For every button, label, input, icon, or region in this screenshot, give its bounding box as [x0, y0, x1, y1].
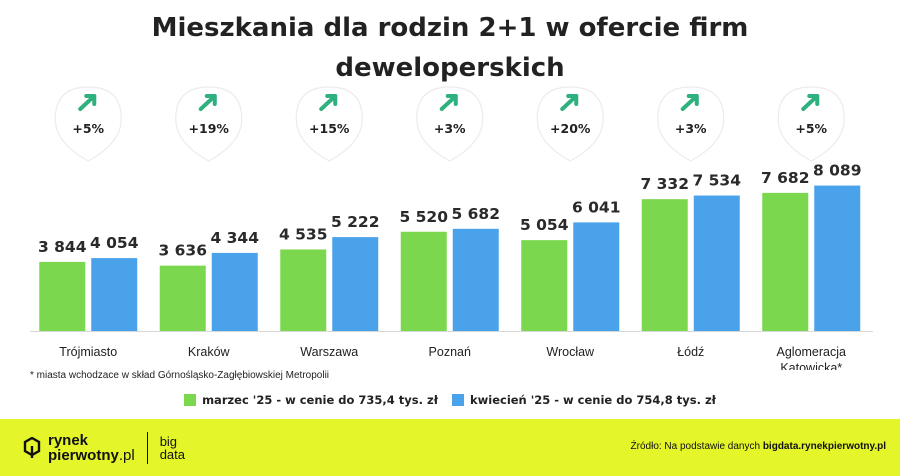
change-label-2: +15% — [309, 121, 350, 136]
bar-april-0 — [91, 258, 138, 331]
category-label-line: Łódź — [677, 345, 704, 359]
bar-april-4 — [573, 222, 620, 331]
arrow-up-right-icon — [198, 94, 217, 111]
category-label-line: Aglomeracja — [777, 345, 847, 359]
change-badge-5 — [657, 86, 725, 162]
change-label-5: +3% — [675, 121, 707, 136]
category-label-2: Warszawa — [300, 345, 358, 359]
category-label-line: Wrocław — [546, 345, 595, 359]
category-label-line: Poznań — [429, 345, 471, 359]
logo-separator — [146, 432, 148, 464]
change-badge-3 — [416, 86, 484, 162]
change-label-0: +5% — [72, 121, 104, 136]
data-label-april-4: 6 041 — [572, 198, 621, 216]
change-badge-6 — [777, 86, 845, 162]
bar-march-5 — [641, 199, 688, 331]
change-label-4: +20% — [550, 121, 591, 136]
category-label-0: Trójmiasto — [59, 345, 117, 359]
arrow-up-right-icon-head — [325, 94, 338, 106]
arrow-up-right-icon-head — [807, 94, 820, 106]
bar-march-3 — [400, 231, 447, 331]
data-label-april-0: 4 054 — [90, 234, 139, 252]
arrow-up-right-icon — [319, 94, 338, 111]
bar-march-0 — [39, 261, 86, 331]
data-label-april-6: 8 089 — [813, 162, 862, 180]
bar-march-6 — [762, 192, 809, 331]
category-label-3: Poznań — [429, 345, 471, 359]
category-label-line: Trójmiasto — [59, 345, 117, 359]
bar-april-1 — [211, 252, 258, 331]
bar-march-2 — [280, 249, 327, 331]
change-badge-4 — [536, 86, 604, 162]
data-label-march-6: 7 682 — [761, 169, 810, 187]
data-label-march-3: 5 520 — [399, 208, 448, 226]
bar-march-4 — [521, 240, 568, 331]
logo-text-line-1: rynek — [48, 432, 89, 449]
chart-title-line-1: Mieszkania dla rodzin 2+1 w ofercie firm — [151, 13, 749, 43]
bar-april-6 — [814, 185, 861, 331]
data-label-april-1: 4 344 — [210, 229, 259, 247]
arrow-up-right-icon — [801, 94, 820, 111]
source-note: Źródło: Na podstawie danych bigdata.ryne… — [631, 441, 886, 452]
legend-label-march: marzec '25 - w cenie do 735,4 tys. zł — [202, 393, 438, 407]
bar-april-5 — [693, 195, 740, 331]
change-badge-2 — [295, 86, 363, 162]
data-label-march-2: 4 535 — [279, 225, 328, 243]
change-badge-0 — [54, 86, 122, 162]
bigdata-line-2: data — [159, 447, 185, 462]
logo-mark-icon — [23, 437, 41, 458]
footer-bar: rynek pierwotny.pl big data Źródło: Na p… — [0, 419, 900, 476]
category-label-5: Łódź — [677, 345, 704, 359]
arrow-up-right-icon-head — [445, 94, 458, 106]
source-site: bigdata.rynekpierwotny.pl — [762, 441, 886, 452]
change-badge-1 — [175, 86, 243, 162]
category-label-line: Kraków — [188, 345, 231, 359]
legend-label-april: kwiecień '25 - w cenie do 754,8 tys. zł — [469, 393, 716, 407]
data-label-april-5: 7 534 — [692, 172, 741, 190]
bar-march-1 — [159, 265, 206, 331]
bar-april-2 — [332, 237, 379, 331]
legend-swatch-march — [184, 394, 197, 406]
arrow-up-right-icon — [78, 94, 97, 111]
arrow-up-right-icon — [560, 94, 579, 111]
chart-title: Mieszkania dla rodzin 2+1 w ofercie firm… — [0, 8, 900, 88]
legend: marzec '25 - w cenie do 735,4 tys. zł kw… — [0, 393, 900, 407]
chart-title-line-2: deweloperskich — [335, 53, 565, 83]
arrow-up-right-icon — [439, 94, 458, 111]
bigdata-logo: big data — [160, 435, 185, 461]
data-label-march-0: 3 844 — [38, 238, 87, 256]
logo-text-tld: .pl — [118, 447, 135, 464]
category-label-line: Warszawa — [300, 345, 358, 359]
data-label-april-2: 5 222 — [331, 213, 380, 231]
arrow-up-right-icon-head — [686, 94, 699, 106]
source-prefix: Źródło: Na podstawie danych — [630, 441, 763, 452]
arrow-up-right-icon-head — [566, 94, 579, 106]
change-label-1: +19% — [189, 121, 230, 136]
legend-item-april: kwiecień '25 - w cenie do 754,8 tys. zł — [451, 393, 716, 407]
category-label-line: Katowicka* — [780, 361, 842, 370]
rynekpierwotny-logo: rynek pierwotny.pl big data — [22, 432, 185, 464]
legend-item-march: marzec '25 - w cenie do 735,4 tys. zł — [184, 393, 438, 407]
legend-swatch-april — [451, 394, 464, 406]
change-label-3: +3% — [434, 121, 466, 136]
data-label-march-1: 3 636 — [158, 242, 207, 260]
arrow-up-right-icon-head — [204, 94, 217, 106]
category-label-4: Wrocław — [546, 345, 595, 359]
change-label-6: +5% — [795, 121, 827, 136]
data-label-march-5: 7 332 — [640, 175, 689, 193]
category-label-6: Aglomeracja Katowicka* — [777, 345, 847, 370]
category-label-1: Kraków — [188, 345, 231, 359]
logo-text-line-2: pierwotny — [48, 447, 119, 464]
data-label-april-3: 5 682 — [451, 205, 500, 223]
bar-april-3 — [452, 228, 499, 331]
arrow-up-right-icon — [680, 94, 699, 111]
footnote: * miasta wchodzace w skład Górnośląsko-Z… — [30, 370, 330, 381]
data-label-march-4: 5 054 — [520, 216, 569, 234]
arrow-up-right-icon-head — [84, 94, 97, 106]
bigdata-line-1: big — [159, 434, 178, 449]
